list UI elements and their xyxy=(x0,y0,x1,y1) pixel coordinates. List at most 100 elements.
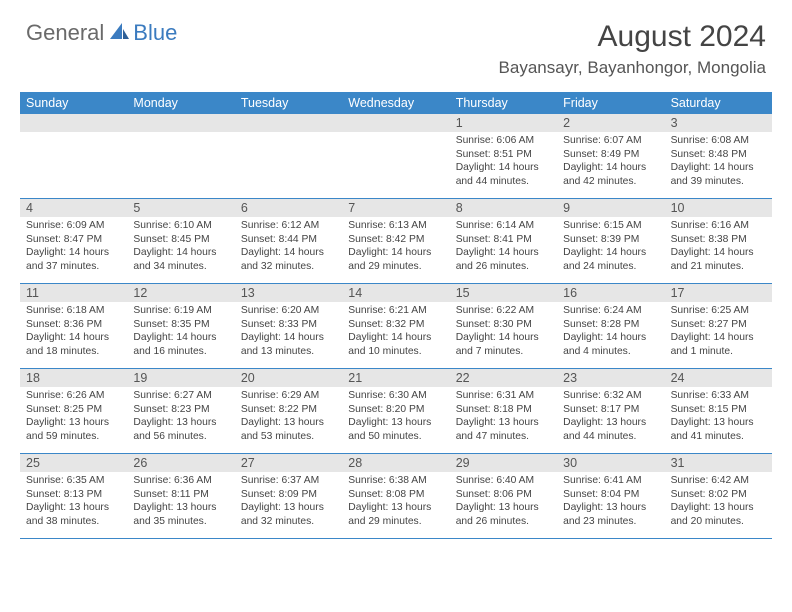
logo-text-blue: Blue xyxy=(133,20,177,46)
sunset-text: Sunset: 8:48 PM xyxy=(671,148,767,162)
sunset-text: Sunset: 8:36 PM xyxy=(26,318,122,332)
day-cell: 24Sunrise: 6:33 AMSunset: 8:15 PMDayligh… xyxy=(665,369,772,453)
day-cell xyxy=(20,114,127,198)
sunrise-text: Sunrise: 6:25 AM xyxy=(671,304,767,318)
day-cell xyxy=(342,114,449,198)
daylight-text: Daylight: 14 hours and 1 minute. xyxy=(671,331,767,358)
sunset-text: Sunset: 8:41 PM xyxy=(456,233,552,247)
sunrise-text: Sunrise: 6:38 AM xyxy=(348,474,444,488)
day-number: 11 xyxy=(20,284,127,302)
week-row: 18Sunrise: 6:26 AMSunset: 8:25 PMDayligh… xyxy=(20,369,772,454)
sunset-text: Sunset: 8:20 PM xyxy=(348,403,444,417)
weekday-header-row: Sunday Monday Tuesday Wednesday Thursday… xyxy=(20,92,772,114)
sunset-text: Sunset: 8:47 PM xyxy=(26,233,122,247)
sunrise-text: Sunrise: 6:20 AM xyxy=(241,304,337,318)
daylight-text: Daylight: 13 hours and 50 minutes. xyxy=(348,416,444,443)
day-number: 12 xyxy=(127,284,234,302)
sunrise-text: Sunrise: 6:08 AM xyxy=(671,134,767,148)
sunrise-text: Sunrise: 6:07 AM xyxy=(563,134,659,148)
day-cell: 10Sunrise: 6:16 AMSunset: 8:38 PMDayligh… xyxy=(665,199,772,283)
sunset-text: Sunset: 8:44 PM xyxy=(241,233,337,247)
day-number: 5 xyxy=(127,199,234,217)
sunrise-text: Sunrise: 6:32 AM xyxy=(563,389,659,403)
daylight-text: Daylight: 14 hours and 26 minutes. xyxy=(456,246,552,273)
day-number: 19 xyxy=(127,369,234,387)
day-number: 15 xyxy=(450,284,557,302)
day-number: 2 xyxy=(557,114,664,132)
sunrise-text: Sunrise: 6:15 AM xyxy=(563,219,659,233)
day-body: Sunrise: 6:06 AMSunset: 8:51 PMDaylight:… xyxy=(450,132,557,192)
sunset-text: Sunset: 8:13 PM xyxy=(26,488,122,502)
daylight-text: Daylight: 13 hours and 29 minutes. xyxy=(348,501,444,528)
day-cell: 1Sunrise: 6:06 AMSunset: 8:51 PMDaylight… xyxy=(450,114,557,198)
week-row: 1Sunrise: 6:06 AMSunset: 8:51 PMDaylight… xyxy=(20,114,772,199)
daylight-text: Daylight: 13 hours and 26 minutes. xyxy=(456,501,552,528)
daylight-text: Daylight: 14 hours and 42 minutes. xyxy=(563,161,659,188)
weekday-header: Saturday xyxy=(665,92,772,114)
sunset-text: Sunset: 8:49 PM xyxy=(563,148,659,162)
day-cell: 7Sunrise: 6:13 AMSunset: 8:42 PMDaylight… xyxy=(342,199,449,283)
sunset-text: Sunset: 8:45 PM xyxy=(133,233,229,247)
calendar: Sunday Monday Tuesday Wednesday Thursday… xyxy=(20,92,772,539)
day-body: Sunrise: 6:13 AMSunset: 8:42 PMDaylight:… xyxy=(342,217,449,277)
sunrise-text: Sunrise: 6:16 AM xyxy=(671,219,767,233)
day-cell: 4Sunrise: 6:09 AMSunset: 8:47 PMDaylight… xyxy=(20,199,127,283)
day-cell: 8Sunrise: 6:14 AMSunset: 8:41 PMDaylight… xyxy=(450,199,557,283)
sunrise-text: Sunrise: 6:30 AM xyxy=(348,389,444,403)
sunset-text: Sunset: 8:02 PM xyxy=(671,488,767,502)
daylight-text: Daylight: 13 hours and 44 minutes. xyxy=(563,416,659,443)
sunset-text: Sunset: 8:06 PM xyxy=(456,488,552,502)
day-cell: 12Sunrise: 6:19 AMSunset: 8:35 PMDayligh… xyxy=(127,284,234,368)
day-number: 1 xyxy=(450,114,557,132)
day-body: Sunrise: 6:36 AMSunset: 8:11 PMDaylight:… xyxy=(127,472,234,532)
day-number: 9 xyxy=(557,199,664,217)
day-body: Sunrise: 6:18 AMSunset: 8:36 PMDaylight:… xyxy=(20,302,127,362)
sunset-text: Sunset: 8:35 PM xyxy=(133,318,229,332)
day-cell: 2Sunrise: 6:07 AMSunset: 8:49 PMDaylight… xyxy=(557,114,664,198)
title-block: August 2024 Bayansayr, Bayanhongor, Mong… xyxy=(499,20,766,78)
day-body: Sunrise: 6:26 AMSunset: 8:25 PMDaylight:… xyxy=(20,387,127,447)
day-number: 26 xyxy=(127,454,234,472)
weekday-header: Thursday xyxy=(450,92,557,114)
day-body: Sunrise: 6:08 AMSunset: 8:48 PMDaylight:… xyxy=(665,132,772,192)
daylight-text: Daylight: 14 hours and 29 minutes. xyxy=(348,246,444,273)
day-number: 8 xyxy=(450,199,557,217)
day-body: Sunrise: 6:25 AMSunset: 8:27 PMDaylight:… xyxy=(665,302,772,362)
day-cell: 15Sunrise: 6:22 AMSunset: 8:30 PMDayligh… xyxy=(450,284,557,368)
day-cell: 14Sunrise: 6:21 AMSunset: 8:32 PMDayligh… xyxy=(342,284,449,368)
day-cell: 30Sunrise: 6:41 AMSunset: 8:04 PMDayligh… xyxy=(557,454,664,538)
daylight-text: Daylight: 13 hours and 23 minutes. xyxy=(563,501,659,528)
daylight-text: Daylight: 14 hours and 39 minutes. xyxy=(671,161,767,188)
day-cell: 11Sunrise: 6:18 AMSunset: 8:36 PMDayligh… xyxy=(20,284,127,368)
day-cell: 9Sunrise: 6:15 AMSunset: 8:39 PMDaylight… xyxy=(557,199,664,283)
day-number: 18 xyxy=(20,369,127,387)
day-body: Sunrise: 6:07 AMSunset: 8:49 PMDaylight:… xyxy=(557,132,664,192)
day-body xyxy=(20,132,127,138)
week-row: 25Sunrise: 6:35 AMSunset: 8:13 PMDayligh… xyxy=(20,454,772,539)
daylight-text: Daylight: 14 hours and 10 minutes. xyxy=(348,331,444,358)
week-row: 11Sunrise: 6:18 AMSunset: 8:36 PMDayligh… xyxy=(20,284,772,369)
day-number: 20 xyxy=(235,369,342,387)
sunset-text: Sunset: 8:17 PM xyxy=(563,403,659,417)
day-body: Sunrise: 6:27 AMSunset: 8:23 PMDaylight:… xyxy=(127,387,234,447)
day-body: Sunrise: 6:40 AMSunset: 8:06 PMDaylight:… xyxy=(450,472,557,532)
sunrise-text: Sunrise: 6:06 AM xyxy=(456,134,552,148)
daylight-text: Daylight: 13 hours and 20 minutes. xyxy=(671,501,767,528)
daylight-text: Daylight: 13 hours and 56 minutes. xyxy=(133,416,229,443)
day-cell: 16Sunrise: 6:24 AMSunset: 8:28 PMDayligh… xyxy=(557,284,664,368)
day-cell: 26Sunrise: 6:36 AMSunset: 8:11 PMDayligh… xyxy=(127,454,234,538)
day-body: Sunrise: 6:24 AMSunset: 8:28 PMDaylight:… xyxy=(557,302,664,362)
day-cell: 18Sunrise: 6:26 AMSunset: 8:25 PMDayligh… xyxy=(20,369,127,453)
sunrise-text: Sunrise: 6:21 AM xyxy=(348,304,444,318)
daylight-text: Daylight: 14 hours and 37 minutes. xyxy=(26,246,122,273)
day-body: Sunrise: 6:10 AMSunset: 8:45 PMDaylight:… xyxy=(127,217,234,277)
daylight-text: Daylight: 14 hours and 34 minutes. xyxy=(133,246,229,273)
day-number: 22 xyxy=(450,369,557,387)
sunrise-text: Sunrise: 6:12 AM xyxy=(241,219,337,233)
weekday-header: Tuesday xyxy=(235,92,342,114)
day-number xyxy=(342,114,449,132)
sunset-text: Sunset: 8:33 PM xyxy=(241,318,337,332)
day-number: 4 xyxy=(20,199,127,217)
day-number: 24 xyxy=(665,369,772,387)
daylight-text: Daylight: 14 hours and 32 minutes. xyxy=(241,246,337,273)
